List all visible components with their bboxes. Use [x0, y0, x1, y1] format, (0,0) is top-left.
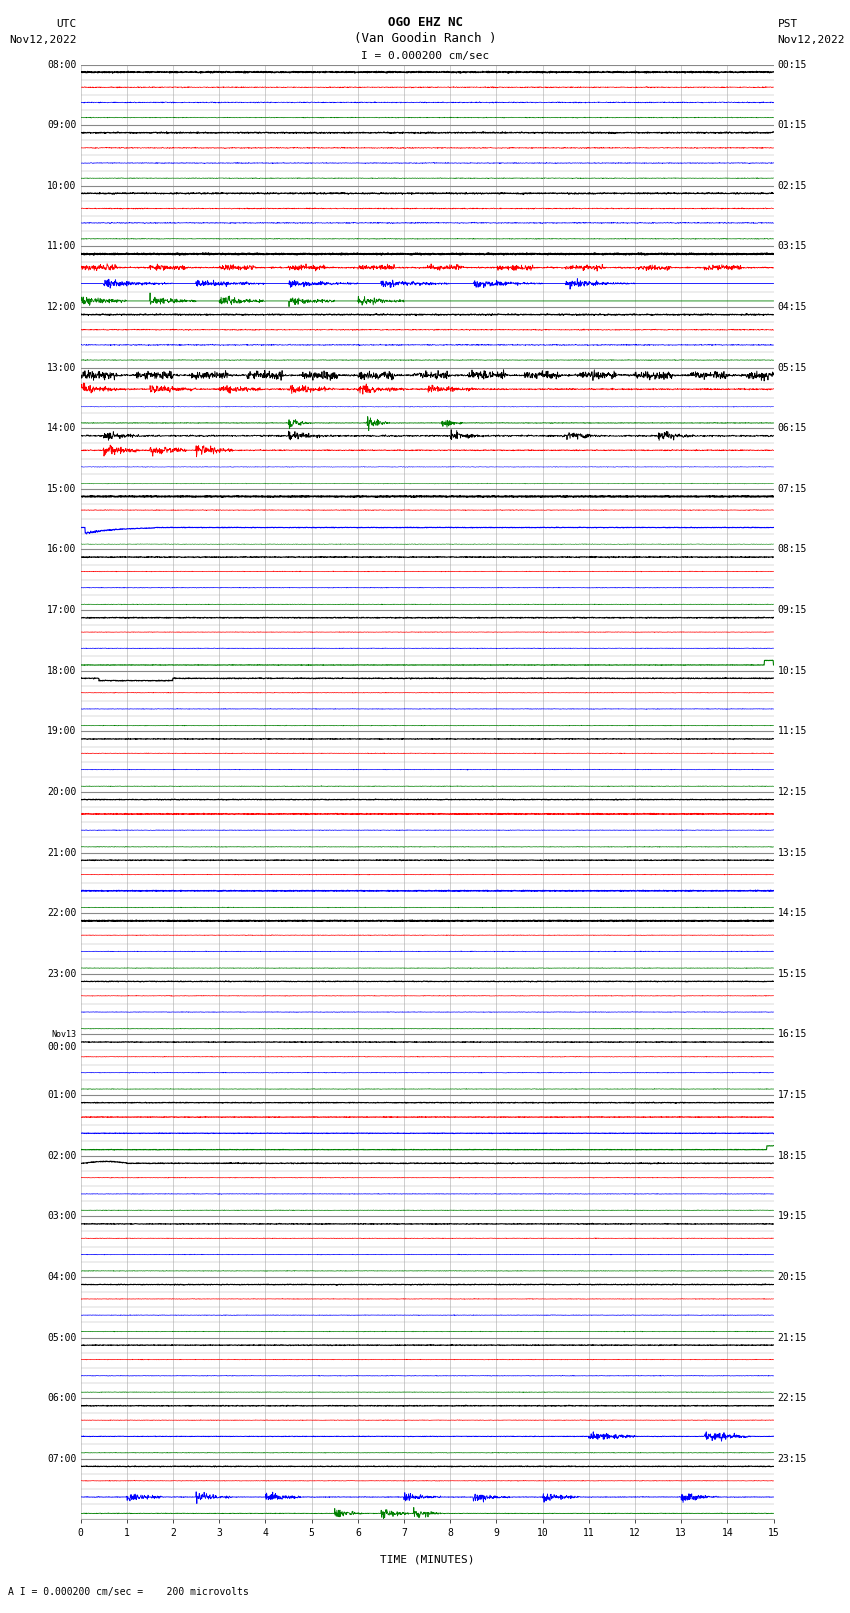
Text: (Van Goodin Ranch ): (Van Goodin Ranch ): [354, 32, 496, 45]
Text: 16:00: 16:00: [47, 545, 76, 555]
Text: 01:00: 01:00: [47, 1090, 76, 1100]
Text: 23:00: 23:00: [47, 969, 76, 979]
Text: 10:15: 10:15: [778, 666, 807, 676]
Text: 03:15: 03:15: [778, 242, 807, 252]
Text: 01:15: 01:15: [778, 119, 807, 131]
Text: 22:15: 22:15: [778, 1394, 807, 1403]
Text: PST: PST: [778, 19, 798, 29]
Text: TIME (MINUTES): TIME (MINUTES): [380, 1555, 474, 1565]
Text: 19:00: 19:00: [47, 726, 76, 737]
Text: 21:00: 21:00: [47, 847, 76, 858]
Text: 13:15: 13:15: [778, 847, 807, 858]
Text: I = 0.000200 cm/sec: I = 0.000200 cm/sec: [361, 52, 489, 61]
Text: 09:00: 09:00: [47, 119, 76, 131]
Text: 03:00: 03:00: [47, 1211, 76, 1221]
Text: 21:15: 21:15: [778, 1332, 807, 1342]
Text: 23:15: 23:15: [778, 1453, 807, 1465]
Text: 12:00: 12:00: [47, 302, 76, 311]
Text: 18:00: 18:00: [47, 666, 76, 676]
Text: 07:15: 07:15: [778, 484, 807, 494]
Text: Nov13: Nov13: [52, 1031, 76, 1039]
Text: A I = 0.000200 cm/sec =    200 microvolts: A I = 0.000200 cm/sec = 200 microvolts: [8, 1587, 249, 1597]
Text: 18:15: 18:15: [778, 1150, 807, 1161]
Text: 20:00: 20:00: [47, 787, 76, 797]
Text: 14:15: 14:15: [778, 908, 807, 918]
Text: 15:00: 15:00: [47, 484, 76, 494]
Text: 08:00: 08:00: [47, 60, 76, 69]
Text: 02:15: 02:15: [778, 181, 807, 190]
Text: UTC: UTC: [56, 19, 76, 29]
Text: 17:15: 17:15: [778, 1090, 807, 1100]
Text: 19:15: 19:15: [778, 1211, 807, 1221]
Text: 05:15: 05:15: [778, 363, 807, 373]
Text: 16:15: 16:15: [778, 1029, 807, 1039]
Text: 02:00: 02:00: [47, 1150, 76, 1161]
Text: 14:00: 14:00: [47, 423, 76, 434]
Text: 17:00: 17:00: [47, 605, 76, 615]
Text: 00:00: 00:00: [47, 1042, 76, 1052]
Text: 04:15: 04:15: [778, 302, 807, 311]
Text: 10:00: 10:00: [47, 181, 76, 190]
Text: Nov12,2022: Nov12,2022: [778, 35, 845, 45]
Text: 22:00: 22:00: [47, 908, 76, 918]
Text: 06:00: 06:00: [47, 1394, 76, 1403]
Text: OGO EHZ NC: OGO EHZ NC: [388, 16, 462, 29]
Text: 12:15: 12:15: [778, 787, 807, 797]
Text: 15:15: 15:15: [778, 969, 807, 979]
Text: 08:15: 08:15: [778, 545, 807, 555]
Text: Nov12,2022: Nov12,2022: [9, 35, 76, 45]
Text: 11:15: 11:15: [778, 726, 807, 737]
Text: 04:00: 04:00: [47, 1273, 76, 1282]
Text: 13:00: 13:00: [47, 363, 76, 373]
Text: 09:15: 09:15: [778, 605, 807, 615]
Text: 00:15: 00:15: [778, 60, 807, 69]
Text: 07:00: 07:00: [47, 1453, 76, 1465]
Text: 06:15: 06:15: [778, 423, 807, 434]
Text: 05:00: 05:00: [47, 1332, 76, 1342]
Text: 11:00: 11:00: [47, 242, 76, 252]
Text: 20:15: 20:15: [778, 1273, 807, 1282]
